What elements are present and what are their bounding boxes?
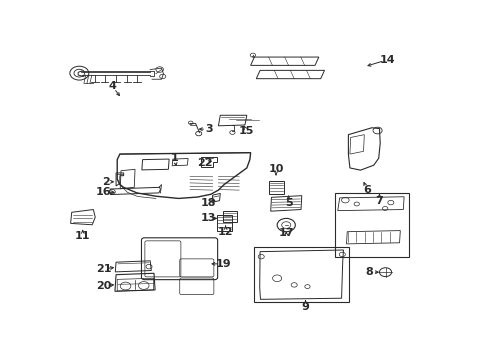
Text: 22: 22 (196, 158, 212, 168)
Text: 12: 12 (218, 227, 233, 237)
Text: 8: 8 (365, 267, 373, 277)
Text: 6: 6 (363, 185, 370, 195)
Text: 20: 20 (96, 281, 111, 291)
Bar (254, 247, 348, 302)
Text: 1: 1 (171, 153, 178, 163)
Text: 9: 9 (301, 302, 309, 312)
Bar (268, 181, 284, 194)
Bar (334, 193, 408, 257)
Text: 16: 16 (96, 187, 111, 197)
Text: 7: 7 (375, 195, 383, 206)
Text: 18: 18 (201, 198, 216, 208)
Text: 17: 17 (278, 228, 293, 238)
Text: 11: 11 (75, 231, 90, 241)
Text: 5: 5 (284, 198, 292, 208)
Text: 15: 15 (239, 126, 254, 136)
Text: 13: 13 (200, 213, 215, 224)
Text: 21: 21 (96, 264, 111, 274)
Bar (216, 215, 231, 231)
Bar (223, 211, 236, 222)
Text: 2: 2 (102, 177, 109, 187)
Text: 10: 10 (268, 164, 283, 174)
Text: 3: 3 (204, 124, 212, 134)
Text: 4: 4 (108, 81, 116, 91)
Text: 14: 14 (379, 55, 394, 65)
Text: 19: 19 (215, 259, 231, 269)
